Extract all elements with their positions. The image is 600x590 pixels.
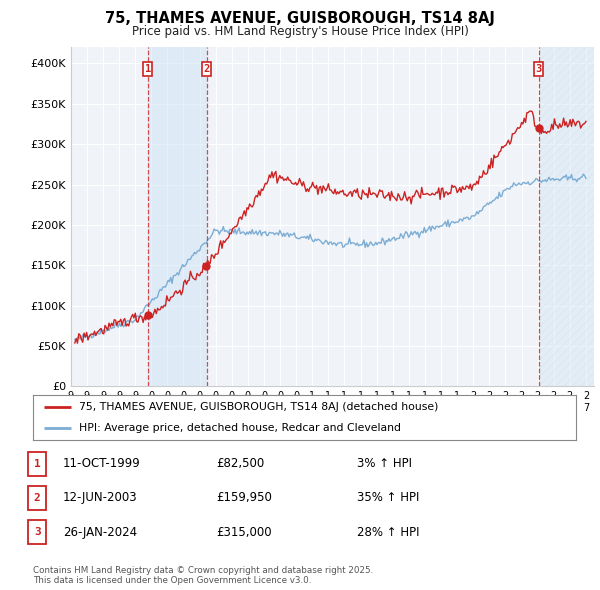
Bar <box>539 47 594 386</box>
Text: HPI: Average price, detached house, Redcar and Cleveland: HPI: Average price, detached house, Redc… <box>79 422 401 432</box>
Text: £82,500: £82,500 <box>216 457 264 470</box>
Text: 2: 2 <box>203 64 210 74</box>
Text: 35% ↑ HPI: 35% ↑ HPI <box>357 491 419 504</box>
Text: 3% ↑ HPI: 3% ↑ HPI <box>357 457 412 470</box>
Text: 12-JUN-2003: 12-JUN-2003 <box>63 491 137 504</box>
Text: 75, THAMES AVENUE, GUISBOROUGH, TS14 8AJ (detached house): 75, THAMES AVENUE, GUISBOROUGH, TS14 8AJ… <box>79 402 439 412</box>
Text: £315,000: £315,000 <box>216 526 272 539</box>
Text: 1: 1 <box>34 459 41 468</box>
Text: Price paid vs. HM Land Registry's House Price Index (HPI): Price paid vs. HM Land Registry's House … <box>131 25 469 38</box>
Text: 1: 1 <box>145 64 151 74</box>
Text: 3: 3 <box>536 64 542 74</box>
Text: 11-OCT-1999: 11-OCT-1999 <box>63 457 141 470</box>
Text: Contains HM Land Registry data © Crown copyright and database right 2025.
This d: Contains HM Land Registry data © Crown c… <box>33 566 373 585</box>
Text: 26-JAN-2024: 26-JAN-2024 <box>63 526 137 539</box>
Text: 28% ↑ HPI: 28% ↑ HPI <box>357 526 419 539</box>
Text: 75, THAMES AVENUE, GUISBOROUGH, TS14 8AJ: 75, THAMES AVENUE, GUISBOROUGH, TS14 8AJ <box>105 11 495 25</box>
Bar <box>148 47 206 386</box>
Text: £159,950: £159,950 <box>216 491 272 504</box>
Text: 2: 2 <box>34 493 41 503</box>
Text: 3: 3 <box>34 527 41 537</box>
